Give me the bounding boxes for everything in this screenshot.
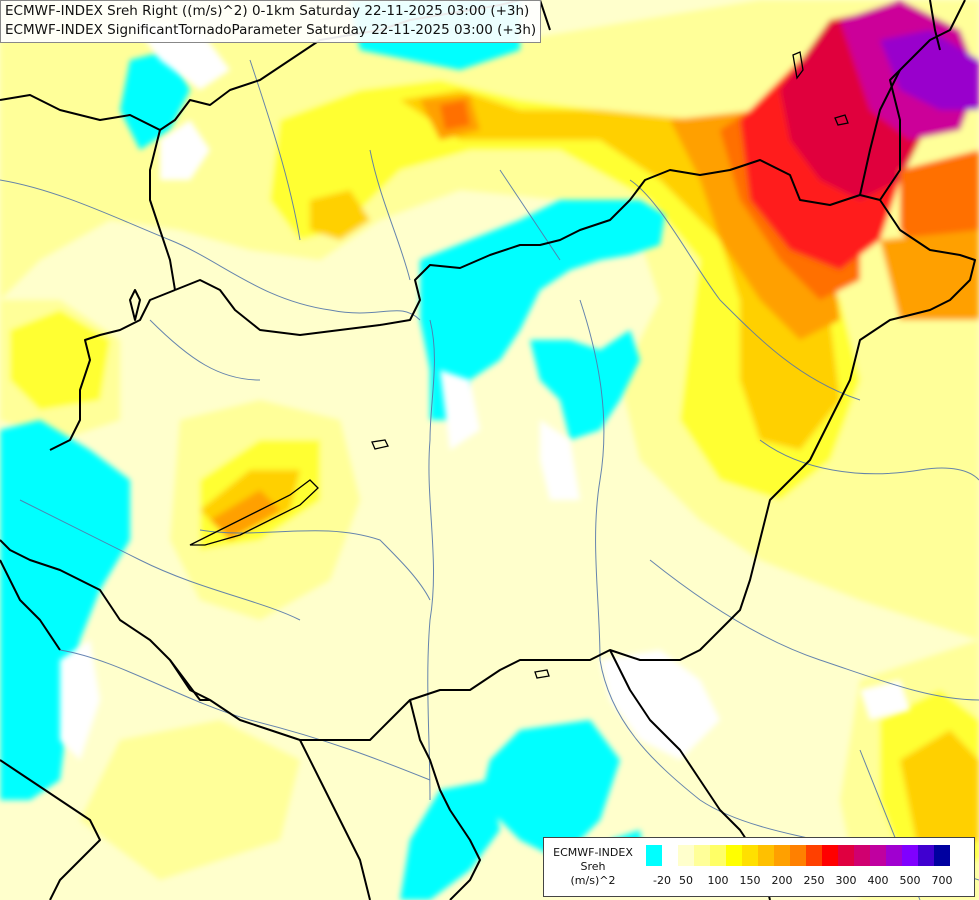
legend-swatch xyxy=(774,845,790,866)
legend-title-line-3: (m/s)^2 xyxy=(570,874,616,887)
legend-tick-label: 250 xyxy=(803,874,825,887)
legend-ticks: -20 50 100 150 200 250 300 400 500 700 xyxy=(646,874,970,888)
legend-tick-label: 100 xyxy=(707,874,729,887)
lake-small-3 xyxy=(834,114,849,126)
map-title-line-2: ECMWF-INDEX SignificantTornadoParameter … xyxy=(5,22,537,38)
color-legend: ECMWF-INDEX Sreh (m/s)^2 -20 50 100 150 200 2… xyxy=(543,837,975,897)
legend-swatch xyxy=(854,845,870,866)
legend-swatch xyxy=(918,845,934,866)
legend-swatch xyxy=(726,845,742,866)
legend-tick-label: 300 xyxy=(835,874,857,887)
legend-swatch xyxy=(694,845,710,866)
legend-label: ECMWF-INDEX Sreh (m/s)^2 xyxy=(548,846,638,888)
legend-tick-label: 400 xyxy=(867,874,889,887)
legend-swatch xyxy=(646,845,662,866)
legend-swatch xyxy=(790,845,806,866)
legend-swatch xyxy=(870,845,886,866)
legend-title-line-2: Sreh xyxy=(580,860,606,873)
legend-swatches xyxy=(646,845,950,866)
legend-tick-label: 700 xyxy=(931,874,953,887)
legend-tick-label: -20 xyxy=(653,874,671,887)
legend-swatch xyxy=(806,845,822,866)
legend-swatch xyxy=(710,845,726,866)
legend-swatch xyxy=(758,845,774,866)
legend-swatch xyxy=(886,845,902,866)
legend-swatch xyxy=(902,845,918,866)
legend-tick-label: 500 xyxy=(899,874,921,887)
lake-small-2 xyxy=(792,51,804,80)
legend-swatch xyxy=(822,845,838,866)
map-title-line-1: ECMWF-INDEX Sreh Right ((m/s)^2) 0-1km S… xyxy=(5,3,530,19)
legend-tick-label: 150 xyxy=(739,874,761,887)
legend-swatch xyxy=(934,845,950,866)
legend-swatch xyxy=(678,845,694,866)
lake-small-4 xyxy=(534,669,550,679)
legend-swatch xyxy=(662,845,678,866)
lakes xyxy=(189,51,849,679)
legend-tick-label: 50 xyxy=(679,874,693,887)
legend-tick-label: 200 xyxy=(771,874,793,887)
cyan-negative-areas xyxy=(0,0,665,900)
lake-small xyxy=(371,439,389,450)
legend-swatch xyxy=(838,845,854,866)
legend-swatch xyxy=(742,845,758,866)
map-title-box: ECMWF-INDEX Sreh Right ((m/s)^2) 0-1km S… xyxy=(0,0,542,43)
legend-title-line-1: ECMWF-INDEX xyxy=(553,846,633,859)
lake-balaton xyxy=(189,479,319,546)
